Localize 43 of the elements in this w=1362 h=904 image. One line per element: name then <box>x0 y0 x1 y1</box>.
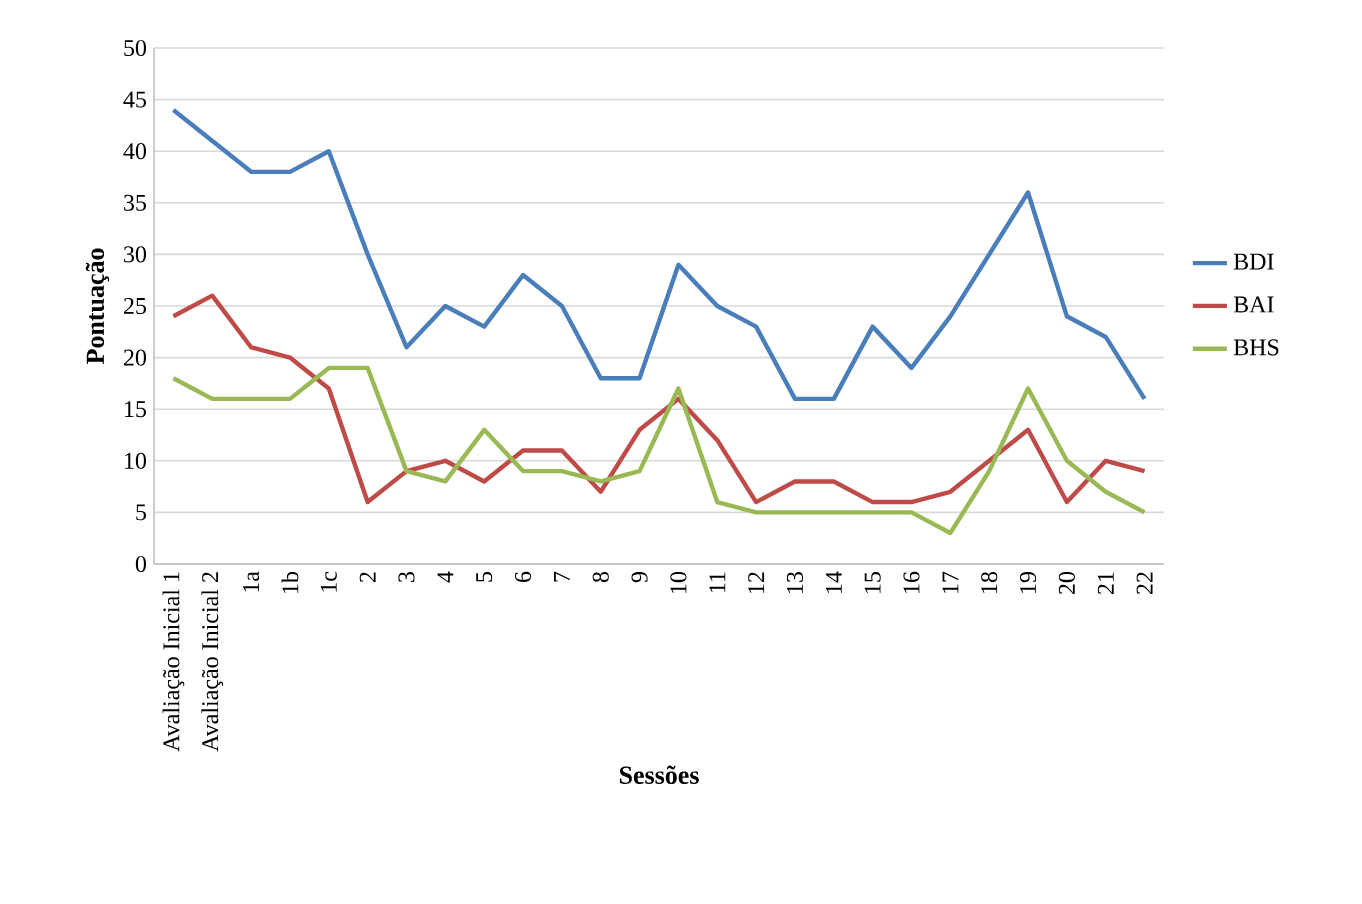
y-tick-label: 35 <box>124 194 147 211</box>
y-tick-label: 45 <box>123 91 147 108</box>
x-tick-label: 4 <box>437 571 454 583</box>
x-tick-label: 17 <box>942 571 959 593</box>
x-tick-label: 21 <box>1097 572 1114 594</box>
x-tick-label: 7 <box>554 571 570 582</box>
x-tick-label: 1b <box>281 571 299 593</box>
x-tick-label: 5 <box>476 571 493 582</box>
x-tick-label: 2 <box>359 572 376 582</box>
y-tick-label: 0 <box>135 555 147 573</box>
y-tick-label: 50 <box>124 39 147 57</box>
x-axis-title: Sessões <box>619 765 699 784</box>
x-tick-label: 15 <box>864 571 881 593</box>
legend-label: BDI <box>1233 253 1274 270</box>
legend-label: BHS <box>1233 339 1279 356</box>
x-tick-label: 3 <box>398 571 415 582</box>
x-tick-label: 6 <box>514 571 532 583</box>
x-tick-label: 8 <box>592 571 609 583</box>
x-tick-label: 16 <box>903 571 920 593</box>
y-tick-label: 40 <box>123 143 147 160</box>
x-tick-label: 12 <box>748 572 765 593</box>
x-tick-label: 22 <box>1136 572 1153 594</box>
y-tick-label: 30 <box>124 246 147 263</box>
y-tick-label: 20 <box>124 349 147 366</box>
x-tick-label: Avaliação Inicial 1 <box>162 572 185 752</box>
x-tick-label: 9 <box>631 572 648 583</box>
y-axis-title: Pontuação <box>85 248 110 365</box>
y-tick-label: 25 <box>124 297 147 315</box>
x-tick-label: 14 <box>825 571 842 593</box>
x-tick-label: Avaliação Inicial 2 <box>201 572 224 752</box>
x-tick-label: 11 <box>709 572 726 593</box>
x-tick-label: 1c <box>320 571 337 592</box>
y-tick-label: 10 <box>125 452 147 469</box>
x-tick-label: 10 <box>670 571 687 593</box>
x-tick-label: 18 <box>981 571 998 593</box>
x-tick-label: 20 <box>1058 571 1075 594</box>
x-tick-label: 13 <box>786 571 804 593</box>
y-tick-label: 15 <box>125 401 147 418</box>
y-tick-label: 5 <box>136 504 147 521</box>
x-tick-label: 19 <box>1019 572 1037 593</box>
line-series <box>171 293 1147 505</box>
legend-label: BAI <box>1233 296 1274 313</box>
x-tick-label: 1a <box>243 571 260 592</box>
